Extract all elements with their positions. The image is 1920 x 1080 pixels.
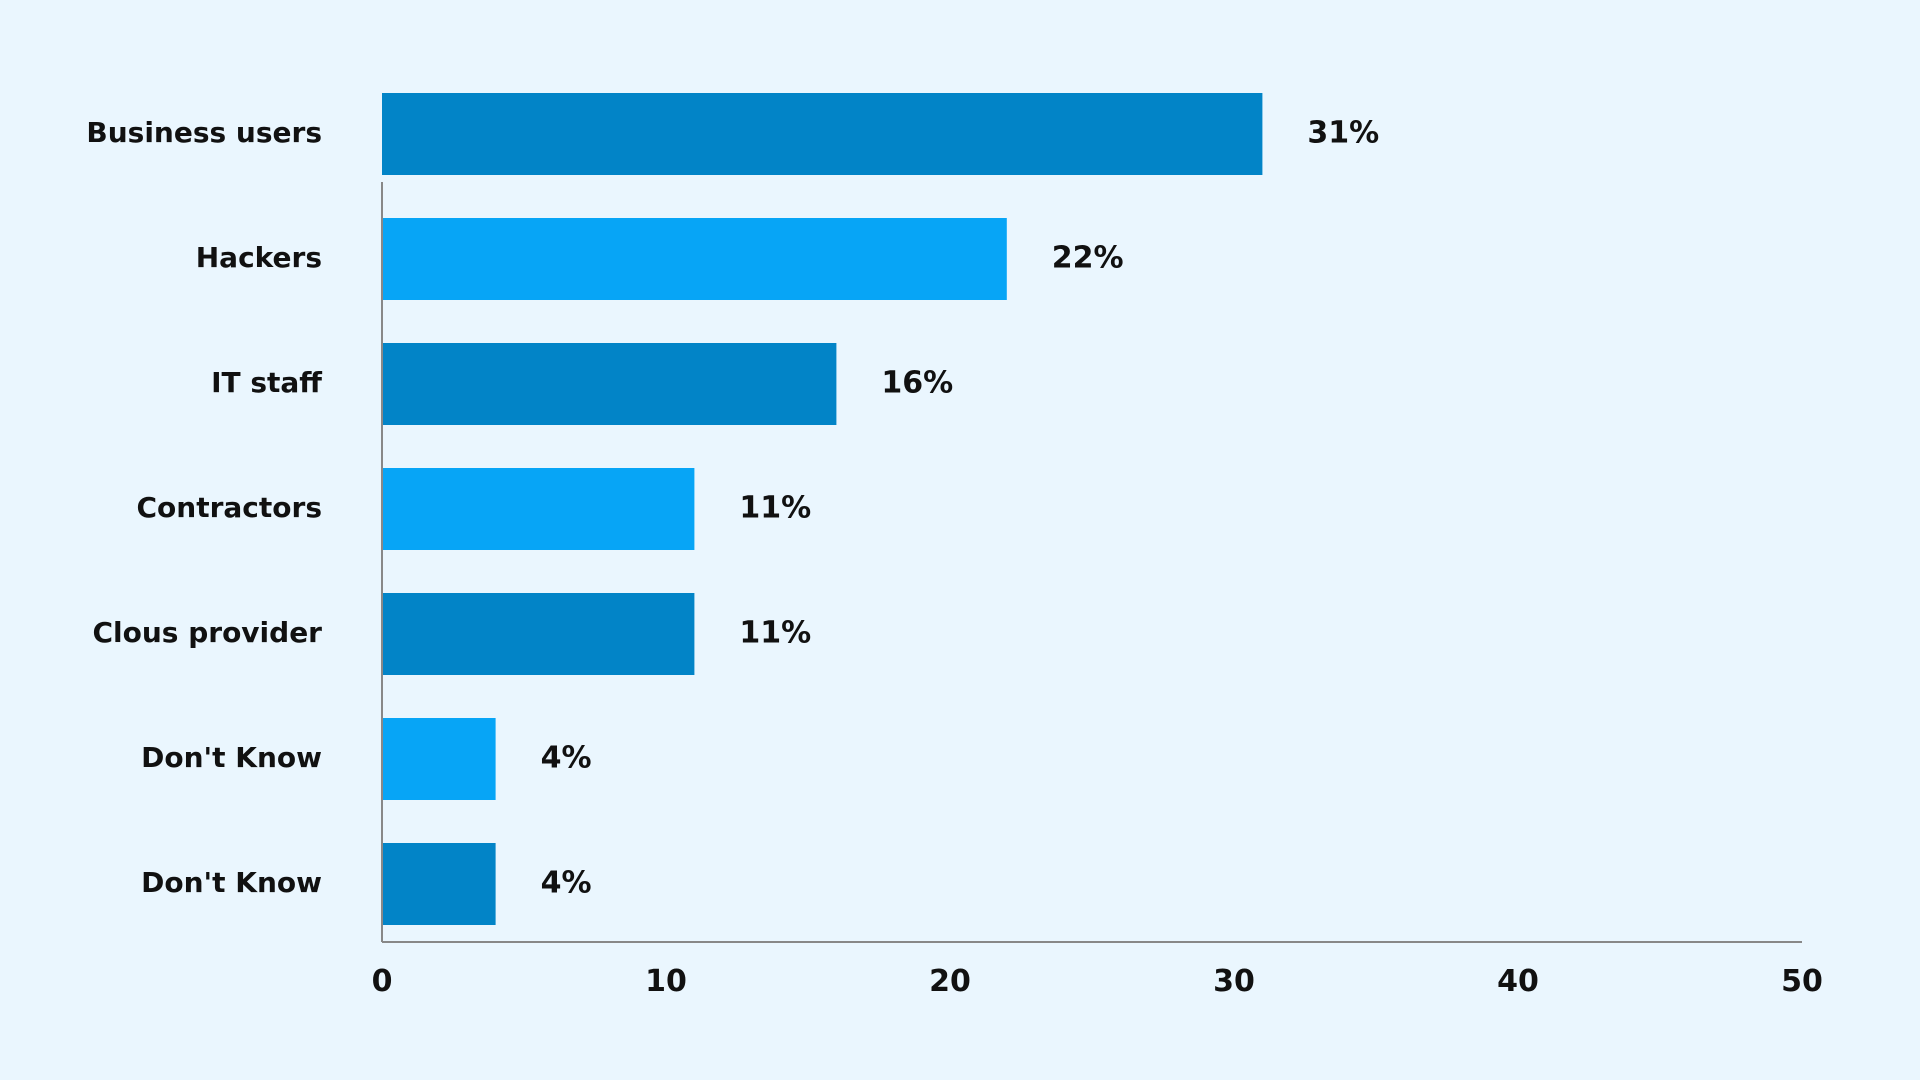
value-labels: 31% 22% 16% 11% 11% 4% 4%	[541, 116, 1380, 901]
value-label-1: 22%	[1052, 241, 1124, 276]
bar-5	[382, 718, 496, 800]
category-label-5: Don't Know	[141, 741, 322, 774]
category-label-3: Contractors	[137, 491, 323, 524]
bar-3	[382, 468, 695, 550]
x-tick-label-4: 40	[1497, 964, 1539, 999]
x-tick-labels: 0 10 20 30 40 50	[372, 964, 1823, 999]
bar-0	[382, 93, 1263, 175]
bar-1	[382, 218, 1007, 300]
category-label-1: Hackers	[196, 241, 322, 274]
value-label-5: 4%	[541, 741, 592, 776]
category-label-0: Business users	[86, 116, 322, 149]
value-label-3: 11%	[739, 491, 811, 526]
bar-4	[382, 593, 695, 675]
x-tick-label-1: 10	[645, 964, 687, 999]
bar-2	[382, 343, 837, 425]
axes	[381, 182, 1802, 943]
bar-6	[382, 843, 496, 925]
category-labels: Business users Hackers IT staff Contractors…	[86, 116, 322, 899]
category-label-2: IT staff	[211, 366, 322, 399]
value-label-2: 16%	[881, 366, 953, 401]
value-label-4: 11%	[739, 616, 811, 651]
category-label-4: Clous provider	[92, 616, 322, 649]
x-tick-label-0: 0	[372, 964, 393, 999]
x-tick-label-5: 50	[1781, 964, 1823, 999]
bars-layer	[382, 93, 1263, 925]
value-label-6: 4%	[541, 866, 592, 901]
category-label-6: Don't Know	[141, 866, 322, 899]
x-tick-label-3: 30	[1213, 964, 1255, 999]
value-label-0: 31%	[1307, 116, 1379, 151]
x-tick-label-2: 20	[929, 964, 971, 999]
